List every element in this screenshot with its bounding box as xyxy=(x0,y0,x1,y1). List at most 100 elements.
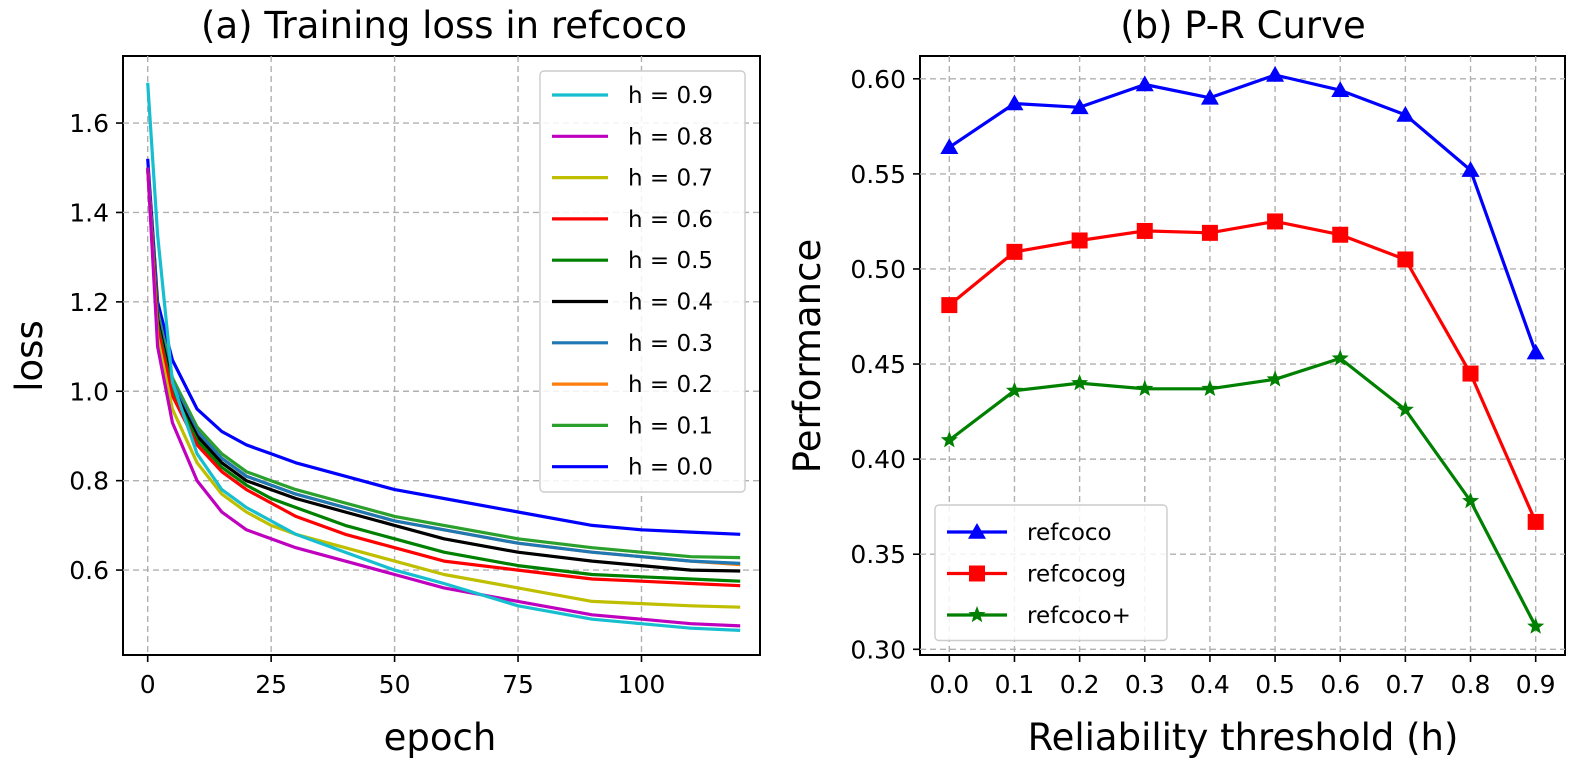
chart-b-point-refcocog xyxy=(1006,243,1023,260)
chart-b-y-tick-label: 0.45 xyxy=(850,350,906,379)
chart-b-y-tick-label: 0.50 xyxy=(850,255,906,284)
chart-b-legend-marker-refcoco xyxy=(968,523,986,539)
chart-b-x-tick-label: 0.6 xyxy=(1320,670,1360,699)
chart-b-point-refcoco-plus xyxy=(1005,381,1024,398)
chart-b-point-refcoco-plus xyxy=(1071,374,1089,391)
chart-a-x-tick-label: 75 xyxy=(502,670,534,699)
chart-b-series-line-refcoco xyxy=(948,73,1538,354)
chart-a-series-line-h-0-1 xyxy=(146,167,741,560)
chart-b-point-refcoco xyxy=(1396,105,1415,122)
chart-pr-curve: (b) P-R Curve 0.0 0.1 0.2 0.3 0.4 0.5 0.6 0.7 0.… xyxy=(786,4,1566,759)
chart-b-plot-area xyxy=(919,55,1566,656)
chart-b-legend: refcoco refcocog refcoco+ xyxy=(934,504,1168,642)
chart-b-legend-label-refcocog: refcocog xyxy=(1027,562,1126,588)
chart-b-point-refcoco-plus xyxy=(940,431,958,448)
chart-b-legend-marker-refcocog xyxy=(969,565,985,582)
chart-b-point-refcoco xyxy=(1461,161,1480,177)
chart-b-y-axis-label: Performance xyxy=(786,239,829,473)
chart-b-point-refcoco xyxy=(1266,66,1285,82)
chart-b-point-refcoco-plus xyxy=(1396,400,1414,417)
chart-a-plot-area xyxy=(122,55,761,656)
chart-b-point-refcoco xyxy=(1135,75,1154,92)
chart-a-series xyxy=(146,82,741,632)
chart-a-series-line-h-0-7 xyxy=(146,167,741,609)
chart-b-ticks: 0.0 0.1 0.2 0.3 0.4 0.5 0.6 0.7 0.8 0.9 0.30 0.35 0.… xyxy=(850,65,1555,699)
chart-a-ticks: 0 25 50 75 100 0.6 0.8 1.0 1.2 1.4 1.6 xyxy=(69,109,665,699)
chart-b-x-tick-label: 0.4 xyxy=(1190,670,1230,699)
chart-a-legend-label-h-0-4: h = 0.4 xyxy=(628,290,713,316)
chart-b-point-refcoco-plus xyxy=(1136,379,1154,397)
chart-a-legend-label-h-0-5: h = 0.5 xyxy=(628,248,713,274)
chart-b-x-axis-label: Reliability threshold (h) xyxy=(1028,716,1459,759)
chart-b-point-refcocog xyxy=(941,297,958,314)
chart-b-point-refcocog xyxy=(1527,513,1544,530)
chart-a-legend: h = 0.9 h = 0.8 h = 0.7 h = 0.6 h = 0.5 h = 0… xyxy=(539,70,746,493)
chart-b-point-refcocog xyxy=(1462,365,1479,382)
chart-training-loss: (a) Training loss in refcoco 0 25 50 75 1000… xyxy=(8,4,761,759)
chart-b-grid xyxy=(920,56,1565,655)
chart-b-point-refcocog xyxy=(1267,213,1284,230)
chart-b-x-tick-label: 0.5 xyxy=(1255,670,1295,699)
chart-b-point-refcoco-plus xyxy=(1201,379,1219,397)
chart-b-point-refcoco xyxy=(1331,81,1350,97)
chart-b-y-tick-label: 0.35 xyxy=(850,540,906,569)
chart-a-y-tick-label: 0.8 xyxy=(69,467,109,496)
chart-b-point-refcoco xyxy=(1526,343,1545,360)
chart-b-point-refcocog xyxy=(1136,222,1153,239)
chart-a-series-line-h-0-4 xyxy=(146,167,741,573)
chart-a-legend-label-h-0-7: h = 0.7 xyxy=(628,166,713,192)
chart-a-legend-label-h-0-8: h = 0.8 xyxy=(628,124,713,150)
chart-b-series xyxy=(940,66,1545,634)
chart-a-y-tick-label: 1.0 xyxy=(69,377,109,406)
chart-a-legend-label-h-0-9: h = 0.9 xyxy=(628,83,713,109)
chart-a-series-line-h-0-3 xyxy=(146,167,741,565)
chart-a-x-tick-label: 50 xyxy=(379,670,411,699)
chart-b-x-tick-label: 0.3 xyxy=(1125,670,1165,699)
chart-b-series-line-refcocog xyxy=(948,219,1538,523)
chart-a-title: (a) Training loss in refcoco xyxy=(201,4,687,47)
chart-b-point-refcoco xyxy=(1070,98,1089,115)
chart-b-point-refcoco xyxy=(940,138,959,155)
chart-a-x-tick-label: 100 xyxy=(618,670,666,699)
chart-b-x-tick-label: 0.9 xyxy=(1516,670,1556,699)
chart-a-legend-label-h-0-1: h = 0.1 xyxy=(628,413,713,439)
chart-b-legend-label-refcoco: refcoco xyxy=(1027,520,1112,546)
chart-a-y-tick-label: 1.6 xyxy=(69,109,109,138)
chart-b-point-refcocog xyxy=(1201,224,1218,241)
chart-b-point-refcoco-plus xyxy=(1331,349,1349,366)
chart-a-legend-label-h-0-0: h = 0.0 xyxy=(628,455,713,481)
chart-b-y-tick-label: 0.60 xyxy=(850,65,906,94)
chart-b-point-refcocog xyxy=(1332,226,1349,243)
chart-b-title: (b) P-R Curve xyxy=(1120,4,1366,47)
chart-b-y-tick-label: 0.55 xyxy=(850,160,906,189)
chart-b-legend-marker-refcoco-plus xyxy=(968,606,986,623)
chart-b-point-refcoco xyxy=(1005,94,1024,111)
chart-a-y-tick-label: 1.4 xyxy=(69,198,109,227)
chart-a-y-tick-label: 1.2 xyxy=(69,288,109,317)
chart-b-legend-box xyxy=(934,504,1168,642)
chart-b-point-refcoco-plus xyxy=(1527,617,1545,634)
chart-a-legend-label-h-0-2: h = 0.2 xyxy=(628,372,713,398)
chart-a-legend-label-h-0-6: h = 0.6 xyxy=(628,207,713,233)
chart-b-series-line-refcoco-plus xyxy=(948,356,1538,628)
chart-b-point-refcocog xyxy=(1071,232,1088,249)
chart-a-x-axis-label: epoch xyxy=(384,716,497,759)
chart-b-x-tick-label: 0.1 xyxy=(995,670,1035,699)
chart-b-point-refcoco-plus xyxy=(1461,491,1480,509)
chart-a-x-tick-label: 25 xyxy=(255,670,287,699)
chart-b-point-refcocog xyxy=(1397,251,1414,268)
chart-a-series-line-h-0-9 xyxy=(146,82,741,632)
chart-b-legend-label-refcoco-plus: refcoco+ xyxy=(1027,603,1131,629)
chart-a-y-tick-label: 0.6 xyxy=(69,556,109,585)
chart-b-x-tick-label: 0.8 xyxy=(1451,670,1491,699)
chart-b-x-tick-label: 0.2 xyxy=(1060,670,1100,699)
chart-b-y-tick-label: 0.30 xyxy=(850,635,906,664)
chart-b-point-refcoco-plus xyxy=(1266,370,1284,387)
chart-b-y-tick-label: 0.40 xyxy=(850,445,906,474)
chart-b-point-refcoco xyxy=(1200,88,1219,105)
chart-b-x-tick-label: 0.0 xyxy=(929,670,969,699)
chart-a-y-axis-label: loss xyxy=(8,320,51,391)
chart-a-series-line-h-0-0 xyxy=(146,158,741,536)
chart-a-legend-label-h-0-3: h = 0.3 xyxy=(628,331,713,357)
